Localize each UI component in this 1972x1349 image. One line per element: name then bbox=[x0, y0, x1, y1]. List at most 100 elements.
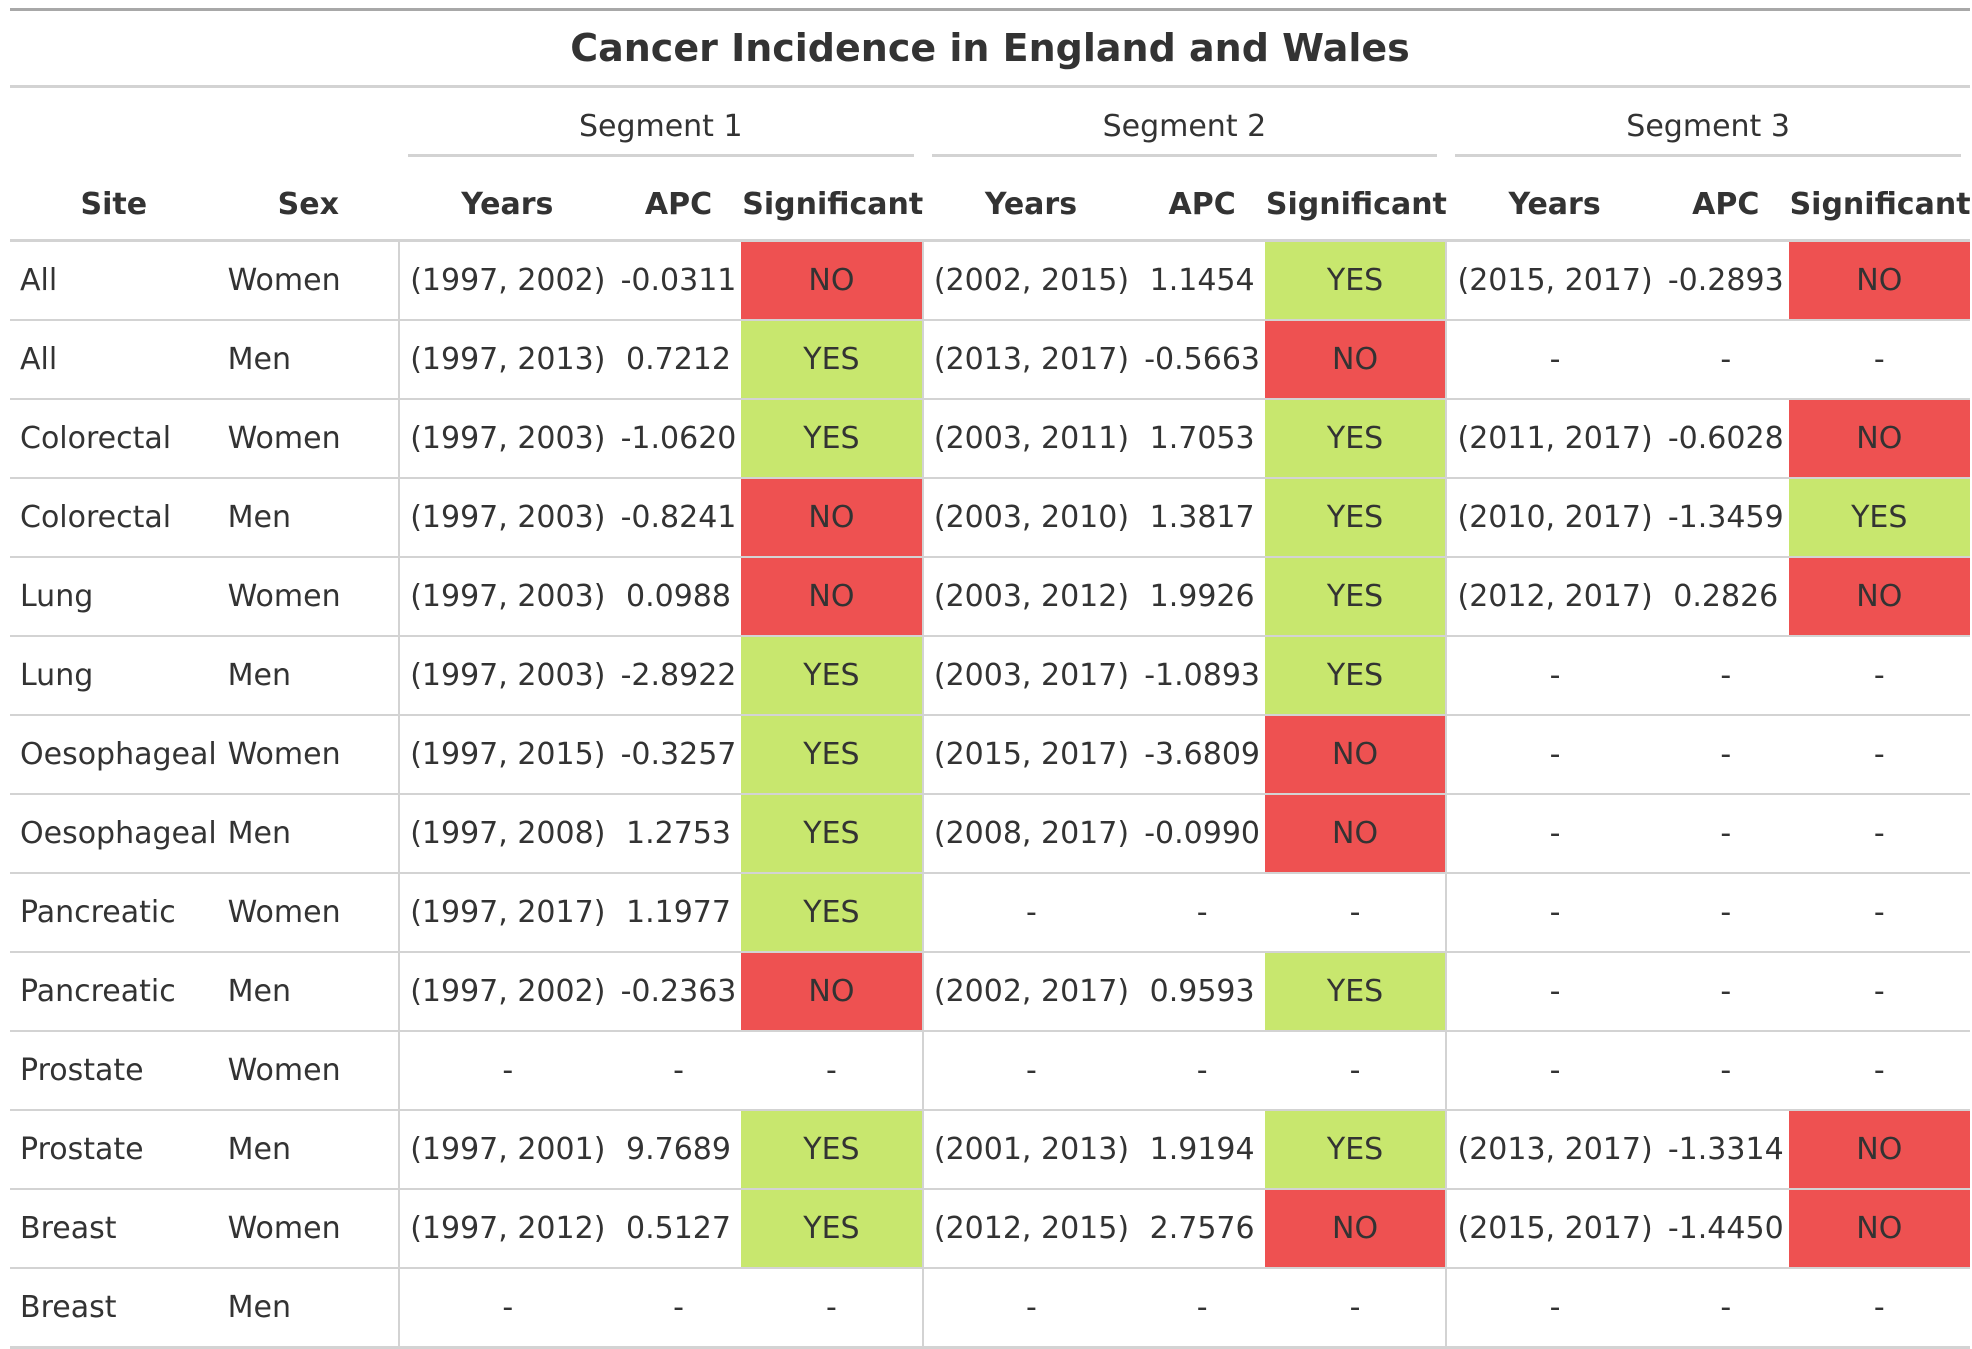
cell-apc: -0.6028 bbox=[1662, 399, 1789, 479]
cell-significant: NO bbox=[1788, 1189, 1970, 1269]
cell-significant: NO bbox=[1264, 1189, 1448, 1269]
column-header-significant: Significant bbox=[741, 169, 923, 242]
table-row: Colorectal Men (1997, 2003) -0.8241 NO (2003,… bbox=[10, 478, 1970, 558]
cell-significant: YES bbox=[741, 1110, 924, 1190]
cell-significant: YES bbox=[741, 715, 924, 795]
cell-apc: 1.7053 bbox=[1139, 399, 1265, 479]
cell-significant: - bbox=[741, 1031, 924, 1111]
cell-significant: - bbox=[741, 1268, 924, 1349]
cell-sex: Men bbox=[217, 636, 400, 716]
table-row: Prostate Women - - - - - - - - - bbox=[10, 1031, 1970, 1111]
cell-site: Colorectal bbox=[10, 399, 218, 479]
table-row: Prostate Men (1997, 2001) 9.7689 YES (2001, 2… bbox=[10, 1110, 1970, 1190]
cell-years: - bbox=[1446, 1031, 1663, 1111]
spanner-segment-1: Segment 1 bbox=[407, 109, 914, 157]
cell-apc: - bbox=[1662, 873, 1789, 953]
cell-years: (2003, 2012) bbox=[922, 557, 1140, 637]
cell-significant: NO bbox=[1788, 240, 1970, 321]
cell-site: Lung bbox=[10, 636, 218, 716]
cell-significant: - bbox=[1788, 715, 1970, 795]
column-header-years: Years bbox=[1446, 169, 1663, 242]
cell-years: (1997, 2017) bbox=[398, 873, 616, 953]
cell-years: (1997, 2008) bbox=[398, 794, 616, 874]
cell-sex: Men bbox=[217, 1268, 400, 1349]
cell-years: - bbox=[1446, 1268, 1663, 1349]
cell-significant: YES bbox=[1264, 240, 1448, 321]
cell-apc: - bbox=[1662, 1268, 1789, 1349]
column-header-years: Years bbox=[922, 169, 1140, 242]
cell-significant: YES bbox=[1264, 399, 1448, 479]
cell-sex: Men bbox=[217, 478, 400, 558]
cell-significant: - bbox=[1264, 873, 1448, 953]
cell-apc: -0.3257 bbox=[615, 715, 742, 795]
table-row: Breast Women (1997, 2012) 0.5127 YES (2012, 2… bbox=[10, 1189, 1970, 1269]
cell-apc: - bbox=[615, 1268, 742, 1349]
cell-apc: 1.2753 bbox=[615, 794, 742, 874]
cell-apc: -0.8241 bbox=[615, 478, 742, 558]
cell-years: (2003, 2011) bbox=[922, 399, 1140, 479]
column-header-sex: Sex bbox=[217, 169, 399, 242]
cell-years: (1997, 2003) bbox=[398, 636, 616, 716]
cell-apc: -1.0620 bbox=[615, 399, 742, 479]
cell-apc: 1.9926 bbox=[1139, 557, 1265, 637]
cell-apc: -0.5663 bbox=[1139, 320, 1265, 400]
cell-significant: YES bbox=[741, 794, 924, 874]
cell-years: (1997, 2002) bbox=[398, 240, 616, 321]
cell-apc: - bbox=[1139, 873, 1265, 953]
spanner-segment-2: Segment 2 bbox=[931, 109, 1438, 157]
cancer-incidence-table: Cancer Incidence in England and Wales Se… bbox=[10, 8, 1971, 1349]
cell-years: (2008, 2017) bbox=[922, 794, 1140, 874]
cell-apc: -0.0311 bbox=[615, 240, 742, 321]
cell-significant: NO bbox=[741, 478, 924, 558]
cell-sex: Men bbox=[217, 1110, 400, 1190]
cell-apc: -1.3314 bbox=[1662, 1110, 1789, 1190]
cell-significant: YES bbox=[1264, 1110, 1448, 1190]
column-header-years: Years bbox=[398, 169, 616, 242]
cell-significant: YES bbox=[741, 1189, 924, 1269]
table-title: Cancer Incidence in England and Wales bbox=[10, 8, 1970, 88]
cell-years: (1997, 2003) bbox=[398, 557, 616, 637]
cell-significant: - bbox=[1788, 873, 1970, 953]
cell-sex: Women bbox=[217, 873, 400, 953]
cell-apc: 0.0988 bbox=[615, 557, 742, 637]
cell-significant: NO bbox=[1264, 320, 1448, 400]
table-row: Lung Women (1997, 2003) 0.0988 NO (2003, 2012… bbox=[10, 557, 1970, 637]
cell-years: - bbox=[1446, 952, 1663, 1032]
cell-apc: - bbox=[1662, 794, 1789, 874]
cell-sex: Women bbox=[217, 715, 400, 795]
cell-apc: -1.3459 bbox=[1662, 478, 1789, 558]
table-row: Oesophageal Men (1997, 2008) 1.2753 YES (2008… bbox=[10, 794, 1970, 874]
cell-years: - bbox=[1446, 873, 1663, 953]
cell-sex: Women bbox=[217, 399, 400, 479]
cell-significant: - bbox=[1788, 794, 1970, 874]
cell-apc: 0.9593 bbox=[1139, 952, 1265, 1032]
cell-apc: -1.0893 bbox=[1139, 636, 1265, 716]
cell-years: (2001, 2013) bbox=[922, 1110, 1140, 1190]
cell-years: (2010, 2017) bbox=[1446, 478, 1663, 558]
cell-years: - bbox=[922, 1031, 1140, 1111]
table-row: Colorectal Women (1997, 2003) -1.0620 YES (20… bbox=[10, 399, 1970, 479]
cell-apc: -1.4450 bbox=[1662, 1189, 1789, 1269]
cell-significant: NO bbox=[1788, 399, 1970, 479]
column-header-apc: APC bbox=[1662, 169, 1789, 242]
cell-sex: Men bbox=[217, 952, 400, 1032]
cell-site: Prostate bbox=[10, 1031, 218, 1111]
column-header-apc: APC bbox=[1139, 169, 1265, 242]
cell-apc: 9.7689 bbox=[615, 1110, 742, 1190]
cell-apc: 1.1454 bbox=[1139, 240, 1265, 321]
column-header-site: Site bbox=[10, 169, 218, 242]
cell-years: - bbox=[1446, 636, 1663, 716]
cell-years: (1997, 2001) bbox=[398, 1110, 616, 1190]
cell-apc: -0.2363 bbox=[615, 952, 742, 1032]
table-row: Lung Men (1997, 2003) -2.8922 YES (2003, 2017… bbox=[10, 636, 1970, 716]
cell-years: (2013, 2017) bbox=[922, 320, 1140, 400]
table-row: Breast Men - - - - - - - - - bbox=[10, 1268, 1970, 1349]
cell-apc: - bbox=[1662, 320, 1789, 400]
cell-years: (2015, 2017) bbox=[1446, 1189, 1663, 1269]
cell-apc: -2.8922 bbox=[615, 636, 742, 716]
table-row: Oesophageal Women (1997, 2015) -0.3257 YES (2… bbox=[10, 715, 1970, 795]
cell-apc: 2.7576 bbox=[1139, 1189, 1265, 1269]
cell-significant: YES bbox=[1264, 478, 1448, 558]
cell-years: - bbox=[1446, 320, 1663, 400]
cell-significant: NO bbox=[1264, 715, 1448, 795]
